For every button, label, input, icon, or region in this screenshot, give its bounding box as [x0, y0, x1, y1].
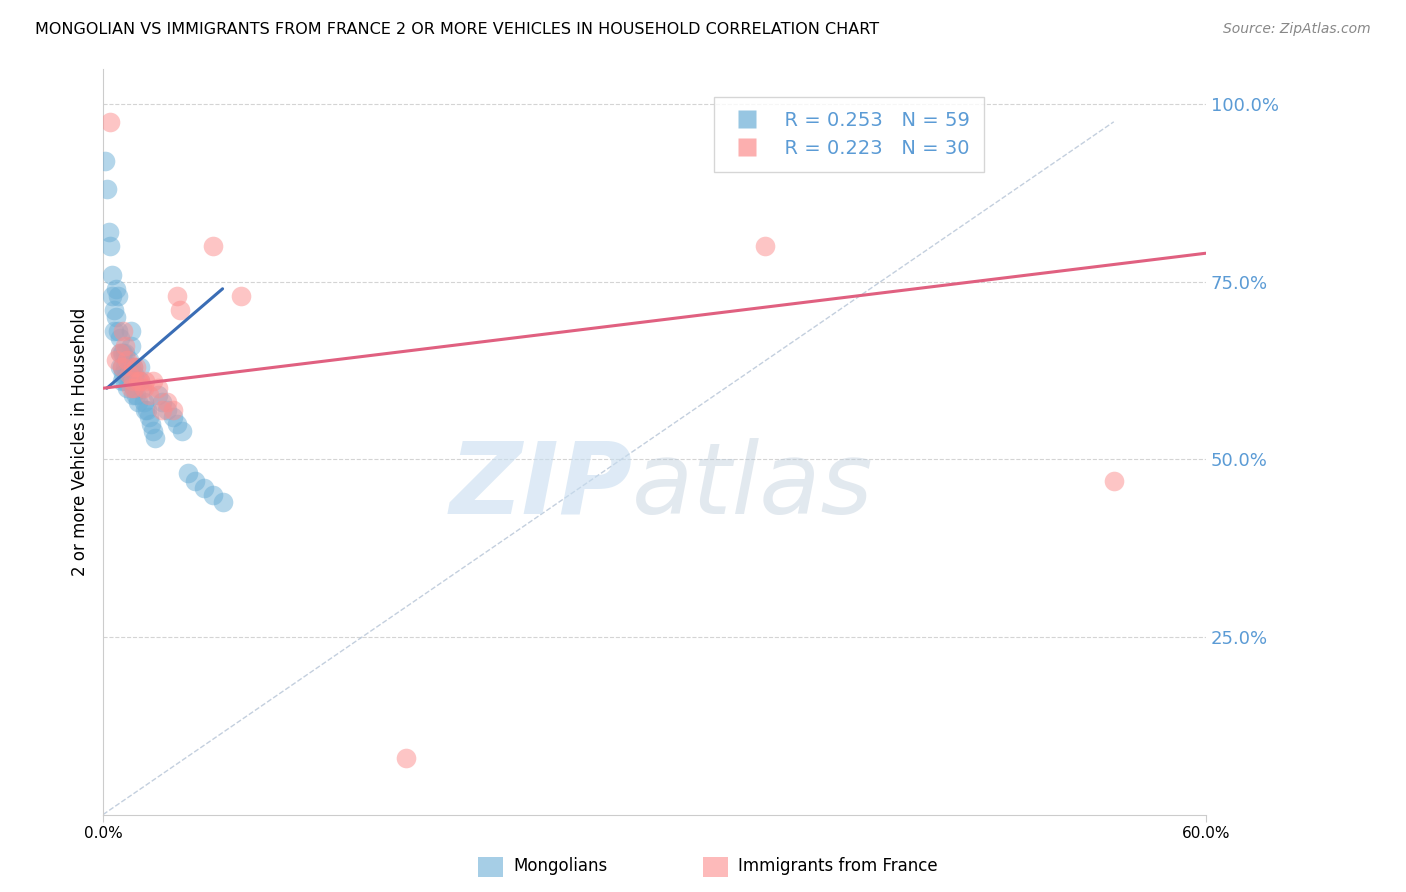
Point [156, 402, 179, 417]
Point [124, 381, 146, 395]
Point [166, 289, 188, 303]
Point [112, 345, 135, 359]
Point [128, 359, 150, 374]
Point [184, 474, 207, 488]
Point [202, 239, 225, 253]
Point [107, 325, 129, 339]
Point [162, 402, 184, 417]
Point [124, 367, 146, 381]
Point [112, 367, 135, 381]
Point [103, 303, 125, 318]
Point [101, 289, 124, 303]
Point [169, 303, 191, 318]
Point [125, 388, 148, 402]
Legend:   R = 0.253   N = 59,   R = 0.223   N = 30: R = 0.253 N = 59, R = 0.223 N = 30 [714, 97, 984, 172]
Point [166, 417, 188, 431]
Point [156, 395, 179, 409]
Text: MONGOLIAN VS IMMIGRANTS FROM FRANCE 2 OR MORE VEHICLES IN HOUSEHOLD CORRELATION : MONGOLIAN VS IMMIGRANTS FROM FRANCE 2 OR… [35, 22, 879, 37]
Point [127, 374, 149, 388]
Point [134, 374, 156, 388]
Point [143, 431, 166, 445]
Point [114, 374, 136, 388]
Point [125, 359, 148, 374]
Point [115, 352, 138, 367]
Point [110, 374, 132, 388]
Point [136, 402, 159, 417]
Text: Mongolians: Mongolians [513, 857, 607, 875]
Point [96, 182, 118, 196]
Point [107, 289, 129, 303]
Point [134, 402, 156, 417]
Point [139, 417, 162, 431]
Point [100, 239, 122, 253]
Point [120, 325, 142, 339]
Point [132, 381, 155, 395]
Point [118, 367, 141, 381]
Point [121, 359, 143, 374]
Text: atlas: atlas [633, 438, 875, 535]
Point [118, 367, 141, 381]
Point [754, 239, 776, 253]
Point [138, 409, 160, 424]
Point [115, 381, 138, 395]
Point [108, 359, 131, 374]
Point [94, 153, 117, 168]
Text: Immigrants from France: Immigrants from France [738, 857, 938, 875]
Point [131, 381, 153, 395]
Point [110, 359, 132, 374]
Point [211, 495, 233, 509]
Point [114, 359, 136, 374]
Y-axis label: 2 or more Vehicles in Household: 2 or more Vehicles in Household [72, 308, 89, 575]
Point [121, 359, 143, 374]
Point [121, 374, 143, 388]
Point [1102, 474, 1125, 488]
Point [101, 268, 124, 282]
Point [120, 359, 142, 374]
Point [108, 345, 131, 359]
Point [142, 424, 165, 438]
Point [150, 395, 173, 409]
Bar [478, 857, 503, 877]
Point [125, 374, 148, 388]
Point [115, 367, 138, 381]
Point [142, 374, 165, 388]
Point [114, 345, 136, 359]
Point [162, 409, 184, 424]
Point [110, 345, 132, 359]
Point [138, 388, 160, 402]
Point [108, 345, 131, 359]
Point [121, 374, 143, 388]
Point [148, 381, 170, 395]
Text: ZIP: ZIP [450, 438, 633, 535]
Point [103, 325, 125, 339]
Point [118, 352, 141, 367]
Point [114, 338, 136, 352]
Point [124, 381, 146, 395]
Point [120, 338, 142, 352]
Point [150, 402, 173, 417]
Text: Source: ZipAtlas.com: Source: ZipAtlas.com [1223, 22, 1371, 37]
Point [104, 310, 127, 325]
Point [120, 381, 142, 395]
Point [176, 467, 198, 481]
Point [108, 331, 131, 345]
Point [110, 359, 132, 374]
Point [104, 352, 127, 367]
Point [229, 289, 252, 303]
Point [100, 115, 122, 129]
Point [148, 388, 170, 402]
Point [127, 395, 149, 409]
Bar [703, 857, 728, 877]
Point [128, 374, 150, 388]
Point [97, 225, 120, 239]
Point [128, 374, 150, 388]
Point [395, 750, 418, 764]
Point [121, 388, 143, 402]
Point [132, 395, 155, 409]
Point [104, 282, 127, 296]
Point [202, 488, 225, 502]
Point [172, 424, 194, 438]
Point [112, 325, 135, 339]
Point [193, 481, 215, 495]
